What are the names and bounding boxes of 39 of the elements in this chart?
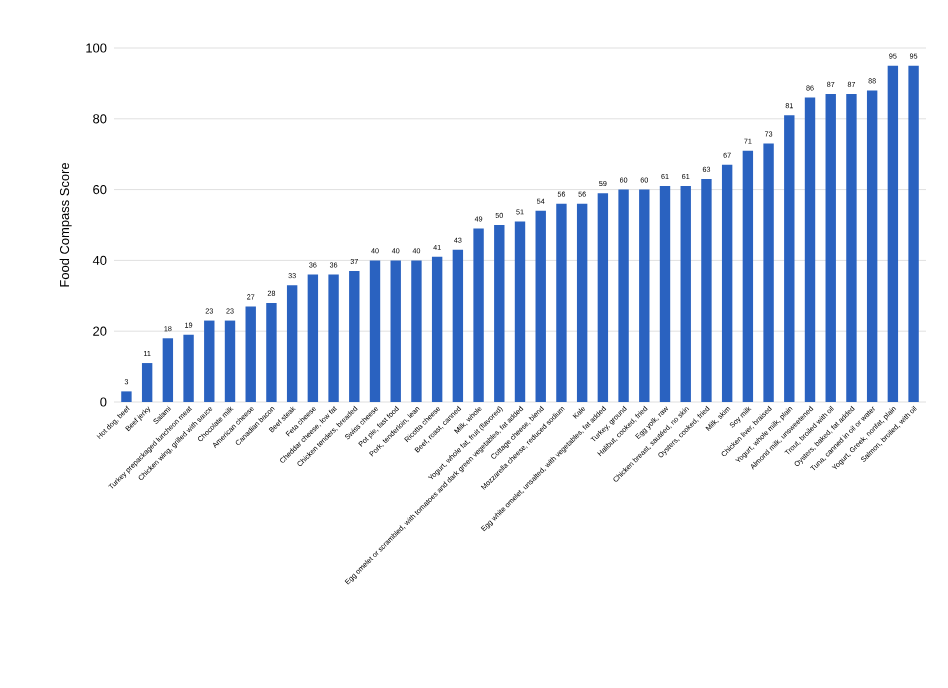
bar [597,193,609,402]
bar [556,203,567,402]
bar [245,306,256,402]
bar [721,164,733,402]
bar [659,186,671,402]
bar [618,189,629,402]
bar [535,210,546,402]
bar [369,260,381,402]
bar [204,320,215,402]
bar [639,189,650,402]
bar [452,249,464,402]
bar [908,65,919,402]
bar [328,274,339,402]
bar [742,150,754,402]
bar [349,271,360,402]
bar [266,302,277,402]
bar [887,65,899,402]
bar [701,178,712,402]
bar [162,338,174,402]
bar [784,115,795,402]
bar [141,363,153,402]
bar [763,143,774,402]
bar [286,285,298,402]
bar [680,186,691,402]
bar [411,260,422,402]
bar [473,228,484,402]
bar [825,94,836,402]
bar [846,94,857,402]
bar [307,274,319,402]
bar [576,203,588,402]
bar [494,225,505,402]
bar [804,97,816,402]
bar [183,334,194,402]
bar [431,256,443,402]
bar [390,260,401,402]
bar [514,221,526,402]
bar [866,90,878,402]
bar [224,320,236,402]
bar [121,391,132,402]
